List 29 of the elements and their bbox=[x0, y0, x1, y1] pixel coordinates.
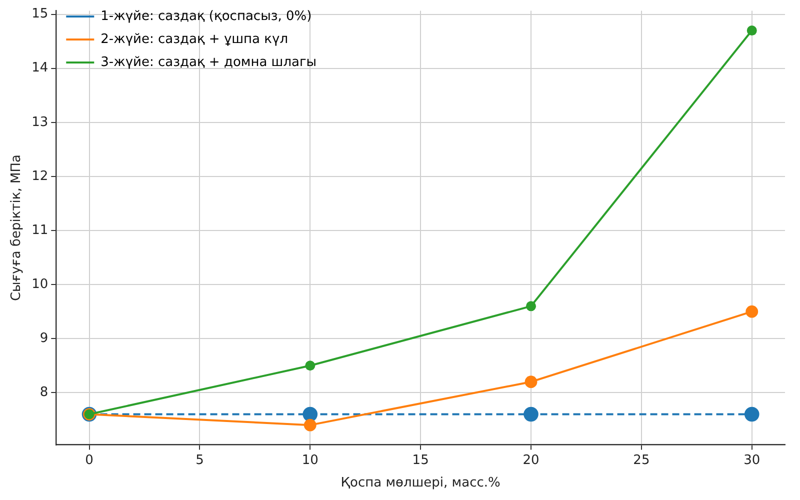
point bbox=[302, 406, 318, 422]
y-tick-label: 14 bbox=[32, 60, 48, 76]
x-tick-label: 15 bbox=[412, 452, 429, 468]
y-tick-label: 11 bbox=[32, 222, 48, 238]
x-tick-label: 30 bbox=[744, 452, 760, 468]
x-tick-label: 25 bbox=[633, 452, 650, 468]
y-tick-label: 9 bbox=[40, 330, 48, 346]
point bbox=[305, 360, 316, 371]
y-tick-label: 12 bbox=[32, 168, 48, 184]
point bbox=[746, 305, 758, 318]
y-tick-label: 8 bbox=[40, 385, 48, 400]
x-tick-label: 20 bbox=[522, 452, 540, 468]
point bbox=[524, 406, 538, 422]
y-tick-label: 13 bbox=[32, 114, 48, 130]
y-axis-title: Сығуға беріктік, МПа bbox=[9, 154, 24, 302]
point bbox=[526, 301, 536, 312]
x-tick-label: 0 bbox=[85, 452, 94, 468]
x-tick-label: 10 bbox=[302, 452, 318, 468]
point bbox=[524, 376, 538, 388]
point bbox=[304, 418, 316, 432]
x-axis-title: Қоспа мөлшері, масс.% bbox=[340, 476, 500, 491]
point bbox=[744, 406, 760, 422]
point bbox=[746, 26, 757, 36]
x-tick-label: 5 bbox=[196, 452, 204, 468]
legend-label: 3-жүйе: саздақ + домна шлагы bbox=[100, 54, 317, 70]
legend-label: 1-жүйе: саздақ (қоспасыз, 0%) bbox=[100, 8, 312, 24]
y-tick-label: 10 bbox=[32, 276, 48, 292]
legend-label: 2-жүйе: саздақ + ұшпа күл bbox=[100, 32, 288, 47]
y-tick-label: 15 bbox=[32, 6, 48, 22]
